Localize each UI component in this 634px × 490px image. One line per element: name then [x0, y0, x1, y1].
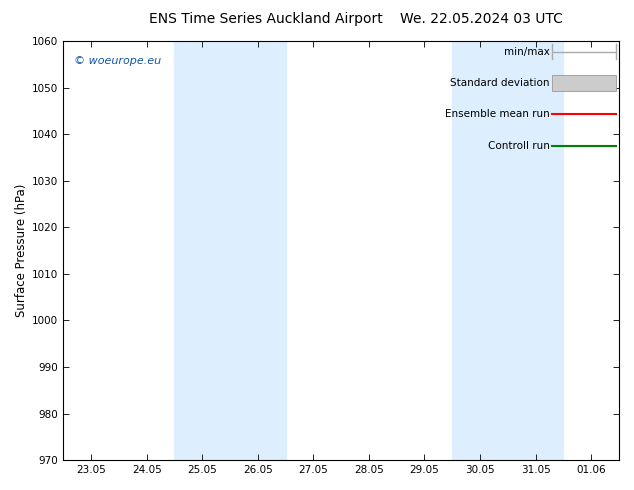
Text: We. 22.05.2024 03 UTC: We. 22.05.2024 03 UTC [401, 12, 563, 26]
Text: Controll run: Controll run [488, 141, 550, 151]
Text: ENS Time Series Auckland Airport: ENS Time Series Auckland Airport [150, 12, 383, 26]
Text: © woeurope.eu: © woeurope.eu [74, 56, 162, 66]
Bar [552, 74, 616, 91]
Bar [174, 41, 285, 460]
Y-axis label: Surface Pressure (hPa): Surface Pressure (hPa) [15, 184, 28, 318]
Text: min/max: min/max [503, 47, 550, 56]
Text: Ensemble mean run: Ensemble mean run [445, 109, 550, 120]
Bar [452, 41, 564, 460]
Text: Standard deviation: Standard deviation [450, 78, 550, 88]
